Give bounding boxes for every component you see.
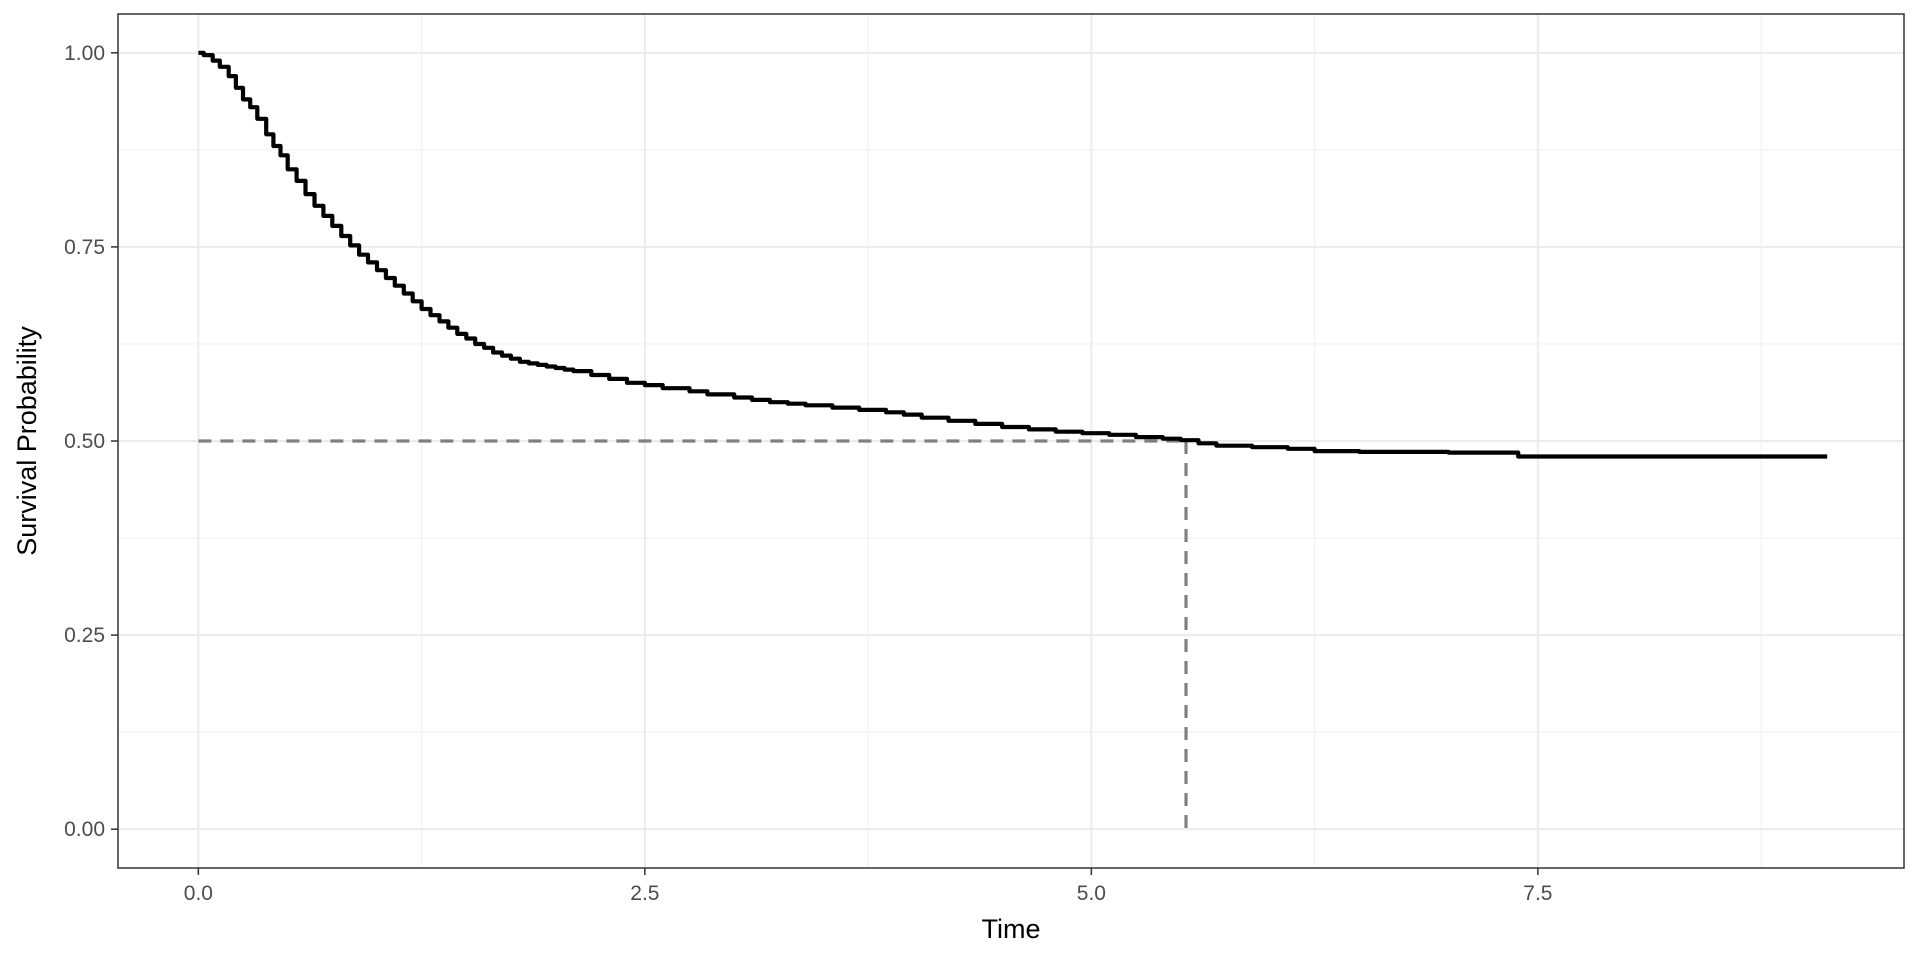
x-tick-label: 0.0 [184,882,213,905]
y-tick-label: 0.25 [64,624,105,647]
y-axis-title: Survival Probability [12,326,42,556]
minor-gridlines [118,14,1904,868]
y-tick-label: 0.75 [64,236,105,259]
survival-curve-line [198,50,1828,459]
x-axis-title: Time [982,914,1041,944]
x-tick-label: 7.5 [1523,882,1552,905]
major-gridlines [118,14,1904,868]
survival-curves [198,50,1828,459]
x-axis-ticks: 0.0 2.5 5.0 7.5 [184,868,1552,905]
median-reference-lines [198,439,1188,830]
y-tick-label: 0.50 [64,430,105,453]
y-tick-label: 0.00 [64,818,105,841]
y-tick-label: 1.00 [64,42,105,65]
x-tick-label: 2.5 [630,882,659,905]
y-axis-ticks: 0.00 0.25 0.50 0.75 1.00 [64,42,118,841]
x-tick-label: 5.0 [1077,882,1106,905]
